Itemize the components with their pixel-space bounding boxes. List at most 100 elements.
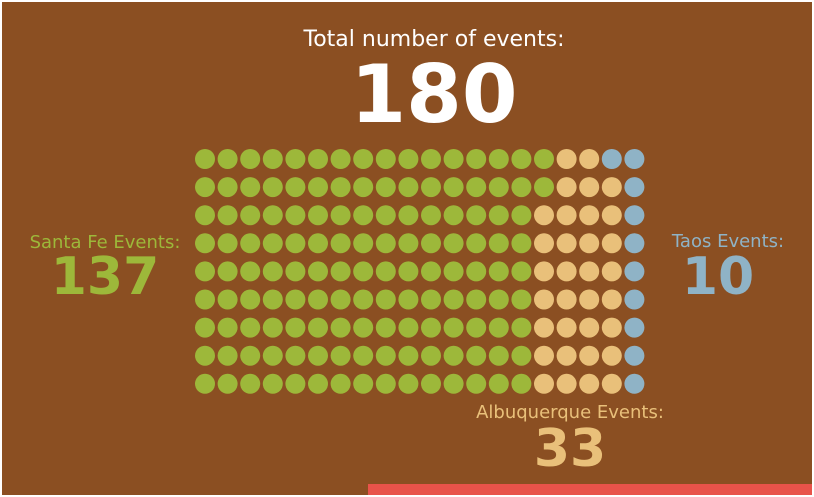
waffle-dot [511, 233, 532, 254]
waffle-dot [466, 149, 487, 169]
waffle-dot [624, 177, 645, 198]
waffle-dot [421, 289, 441, 310]
waffle-dot [398, 149, 419, 169]
waffle-dot [556, 205, 577, 226]
waffle-dot [601, 373, 622, 394]
waffle-dot [511, 261, 532, 282]
waffle-dot [217, 149, 238, 169]
waffle-dot [601, 149, 622, 169]
waffle-dot [624, 149, 645, 169]
waffle-dot [308, 205, 328, 226]
waffle-dot [579, 345, 600, 366]
waffle-dot [421, 261, 441, 282]
waffle-dot [285, 177, 306, 198]
waffle-dot [353, 205, 374, 226]
waffle-dot [511, 289, 532, 310]
legend-label: Taos Events: [671, 231, 784, 252]
waffle-dot [534, 261, 554, 282]
waffle-dot [488, 233, 509, 254]
waffle-dot [308, 149, 328, 169]
waffle-dot [488, 373, 509, 394]
waffle-dot [511, 373, 532, 394]
waffle-dot [330, 177, 351, 198]
waffle-dot [240, 233, 261, 254]
waffle-dot [285, 289, 306, 310]
waffle-dot [217, 317, 238, 338]
waffle-dot [466, 317, 487, 338]
waffle-dot [511, 205, 532, 226]
waffle-dot [511, 345, 532, 366]
waffle-dot [556, 233, 577, 254]
waffle-dot [217, 289, 238, 310]
waffle-dot [601, 345, 622, 366]
waffle-dot [624, 345, 645, 366]
waffle-dot [624, 289, 645, 310]
waffle-dot [466, 205, 487, 226]
waffle-dot [375, 261, 396, 282]
waffle-dot [308, 289, 328, 310]
waffle-dot [308, 233, 328, 254]
waffle-dot [421, 373, 441, 394]
waffle-dot [240, 317, 261, 338]
waffle-dot [375, 317, 396, 338]
legend-value: 33 [534, 419, 606, 479]
waffle-dot [579, 149, 600, 169]
waffle-dot [556, 149, 577, 169]
waffle-dot [443, 289, 464, 310]
waffle-dot [353, 149, 374, 169]
waffle-dot [488, 149, 509, 169]
waffle-dot [195, 149, 215, 169]
waffle-dot [330, 289, 351, 310]
waffle-dot [466, 289, 487, 310]
waffle-dot [624, 317, 645, 338]
waffle-dot [443, 205, 464, 226]
waffle-dot [601, 205, 622, 226]
waffle-dot [398, 317, 419, 338]
waffle-dot [353, 289, 374, 310]
waffle-dot [195, 289, 215, 310]
waffle-dot [353, 177, 374, 198]
waffle-dot [579, 261, 600, 282]
waffle-dot [195, 373, 215, 394]
waffle-dot [443, 233, 464, 254]
waffle-dot [262, 233, 283, 254]
waffle-dot [308, 261, 328, 282]
waffle-dot [308, 345, 328, 366]
waffle-dot [217, 373, 238, 394]
waffle-dot [353, 345, 374, 366]
legend-value: 137 [51, 247, 160, 307]
waffle-dot [466, 261, 487, 282]
waffle-dot [601, 177, 622, 198]
waffle-dot [240, 205, 261, 226]
waffle-dot [556, 317, 577, 338]
waffle-dot [556, 373, 577, 394]
waffle-dot [534, 205, 554, 226]
waffle-dot [624, 373, 645, 394]
waffle-dot [466, 345, 487, 366]
waffle-dot [353, 233, 374, 254]
waffle-dot [579, 205, 600, 226]
waffle-dot [375, 345, 396, 366]
waffle-dot [443, 149, 464, 169]
waffle-dot [398, 233, 419, 254]
waffle-dot [285, 373, 306, 394]
waffle-dot [466, 233, 487, 254]
waffle-dot [195, 345, 215, 366]
waffle-dot [285, 317, 306, 338]
legend-label: Santa Fe Events: [30, 232, 181, 253]
waffle-dot [330, 205, 351, 226]
waffle-dot [375, 177, 396, 198]
waffle-dot [398, 373, 419, 394]
waffle-dot [579, 289, 600, 310]
waffle-dot [398, 205, 419, 226]
waffle-dot [534, 373, 554, 394]
waffle-dot [443, 345, 464, 366]
waffle-dot [601, 317, 622, 338]
waffle-dot [421, 177, 441, 198]
waffle-dot [375, 373, 396, 394]
waffle-dot [466, 373, 487, 394]
waffle-dot [375, 205, 396, 226]
waffle-dot [330, 345, 351, 366]
waffle-dot [262, 317, 283, 338]
